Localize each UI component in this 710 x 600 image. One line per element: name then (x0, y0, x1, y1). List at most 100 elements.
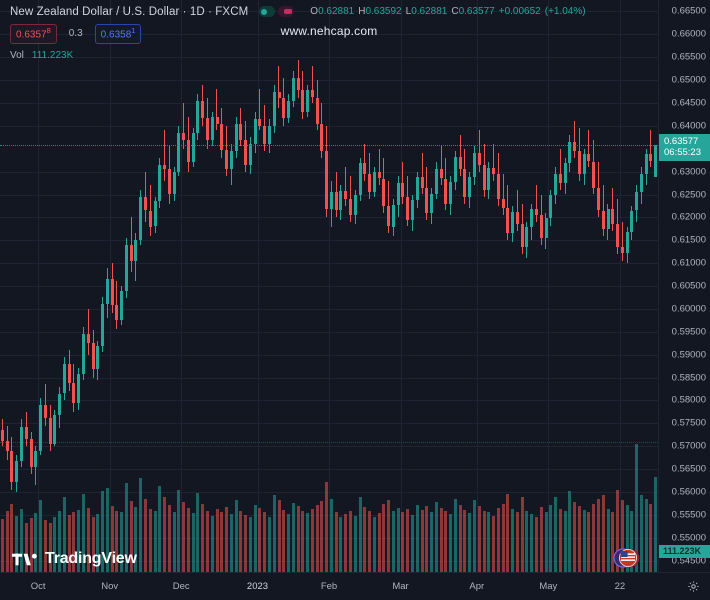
candle-body (477, 153, 481, 165)
candle-body (601, 210, 605, 229)
volume-bar (310, 508, 314, 572)
volume-bar (573, 502, 577, 572)
volume-bar (134, 507, 138, 572)
volume-bar (334, 512, 338, 572)
bb-multiplier-pill[interactable]: 0.3 (68, 27, 83, 39)
gear-icon[interactable] (687, 580, 700, 593)
volume-bar (525, 510, 529, 572)
price-tick: 0.56500 (671, 463, 706, 475)
volume-bar (153, 511, 157, 572)
bb-lower-pill[interactable]: 0.63578 (10, 24, 57, 45)
volume-bar (444, 511, 448, 572)
volume-bar (329, 498, 333, 572)
volume-bar (592, 503, 596, 572)
candle-body (20, 426, 23, 461)
volume-bar (82, 493, 85, 572)
volume-bar (349, 510, 352, 572)
chart-plot-area[interactable] (0, 0, 658, 572)
bb-upper-pill[interactable]: 0.63581 (94, 24, 142, 45)
time-tick: May (539, 581, 558, 592)
volume-bar (186, 508, 190, 572)
volume-bar (39, 499, 43, 572)
volume-bar (258, 508, 262, 572)
volume-bar (24, 522, 28, 572)
candle-body (534, 209, 538, 215)
volume-bar (263, 512, 267, 572)
price-tick: 0.61000 (671, 257, 706, 269)
candle-body (15, 460, 19, 482)
volume-bar (487, 512, 491, 572)
candle-body (558, 173, 562, 184)
candle-body (482, 164, 486, 190)
candle-body (291, 77, 295, 101)
candle-wick (216, 89, 218, 131)
candle-body (210, 116, 214, 141)
volume-bar (72, 512, 76, 572)
candle-wick (345, 167, 347, 206)
symbol-title[interactable]: New Zealand Dollar / U.S. Dollar · 1D · … (10, 5, 249, 18)
bb-lower-sup: 8 (46, 26, 51, 35)
candle-wick (502, 173, 504, 216)
time-scale[interactable]: Oct Nov Dec 2023 Feb Mar Apr May 22 (0, 572, 710, 600)
volume-bar (220, 512, 224, 572)
volume-bar (215, 508, 219, 572)
price-tick: 0.66500 (671, 5, 706, 17)
volume-bar (339, 517, 343, 572)
candle-body (453, 157, 457, 182)
us-flag-icon[interactable] (610, 548, 644, 568)
series-visibility-badge[interactable] (259, 6, 276, 17)
tradingview-logo[interactable]: TradingView (12, 550, 137, 568)
price-tick: 0.65500 (671, 51, 706, 63)
candle-body (220, 123, 224, 150)
volume-bar (287, 514, 290, 572)
candle-body (96, 346, 100, 370)
volume-bar (463, 509, 467, 572)
volume-bar (453, 498, 457, 572)
volume-bar (506, 493, 510, 572)
candle-body (458, 157, 462, 170)
candle-body (596, 187, 600, 211)
candle-body (158, 164, 162, 202)
volume-bar (115, 510, 119, 572)
volume-bar (492, 515, 495, 572)
candle-wick (183, 103, 185, 149)
candle-body (163, 164, 166, 170)
candle-wick (559, 148, 561, 190)
candle-body (539, 215, 543, 238)
candle-body (86, 334, 90, 344)
current-price-tag[interactable]: 0.63577 06:55:23 (659, 134, 710, 162)
volume-bar (58, 510, 62, 572)
time-tick: Feb (320, 581, 338, 592)
candle-body (587, 154, 591, 162)
volume-bar (53, 517, 57, 572)
candle-body (472, 153, 476, 178)
volume-bar (248, 517, 252, 572)
candle-body (67, 363, 71, 383)
candle-body (139, 196, 143, 241)
candle-body (501, 199, 505, 209)
candle-body (215, 116, 219, 124)
price-tick: 0.57000 (671, 440, 706, 452)
candle-wick (478, 130, 480, 172)
price-tick: 0.58000 (671, 394, 706, 406)
volume-bar (148, 508, 152, 572)
candle-body (549, 195, 553, 219)
volume-bar (372, 516, 376, 572)
indicator-badge[interactable] (278, 6, 295, 17)
candle-body (320, 123, 324, 152)
candle-body (5, 440, 9, 451)
ohlc-val-l: 0.62881 (411, 6, 448, 17)
candle-body (115, 305, 119, 321)
candle-body (248, 144, 252, 165)
volume-label: Vol (10, 50, 24, 62)
volume-bar (587, 512, 591, 572)
candle-body (396, 183, 400, 205)
candle-body (77, 373, 81, 403)
price-scale[interactable]: 0.66500 0.66000 0.65500 0.65000 0.64500 0.640… (658, 0, 710, 572)
volume-bar (105, 487, 109, 572)
change-absolute: +0.00652 (498, 6, 541, 17)
candle-body (353, 195, 357, 216)
price-tick: 0.54500 (671, 555, 706, 567)
volume-bar (158, 485, 162, 572)
